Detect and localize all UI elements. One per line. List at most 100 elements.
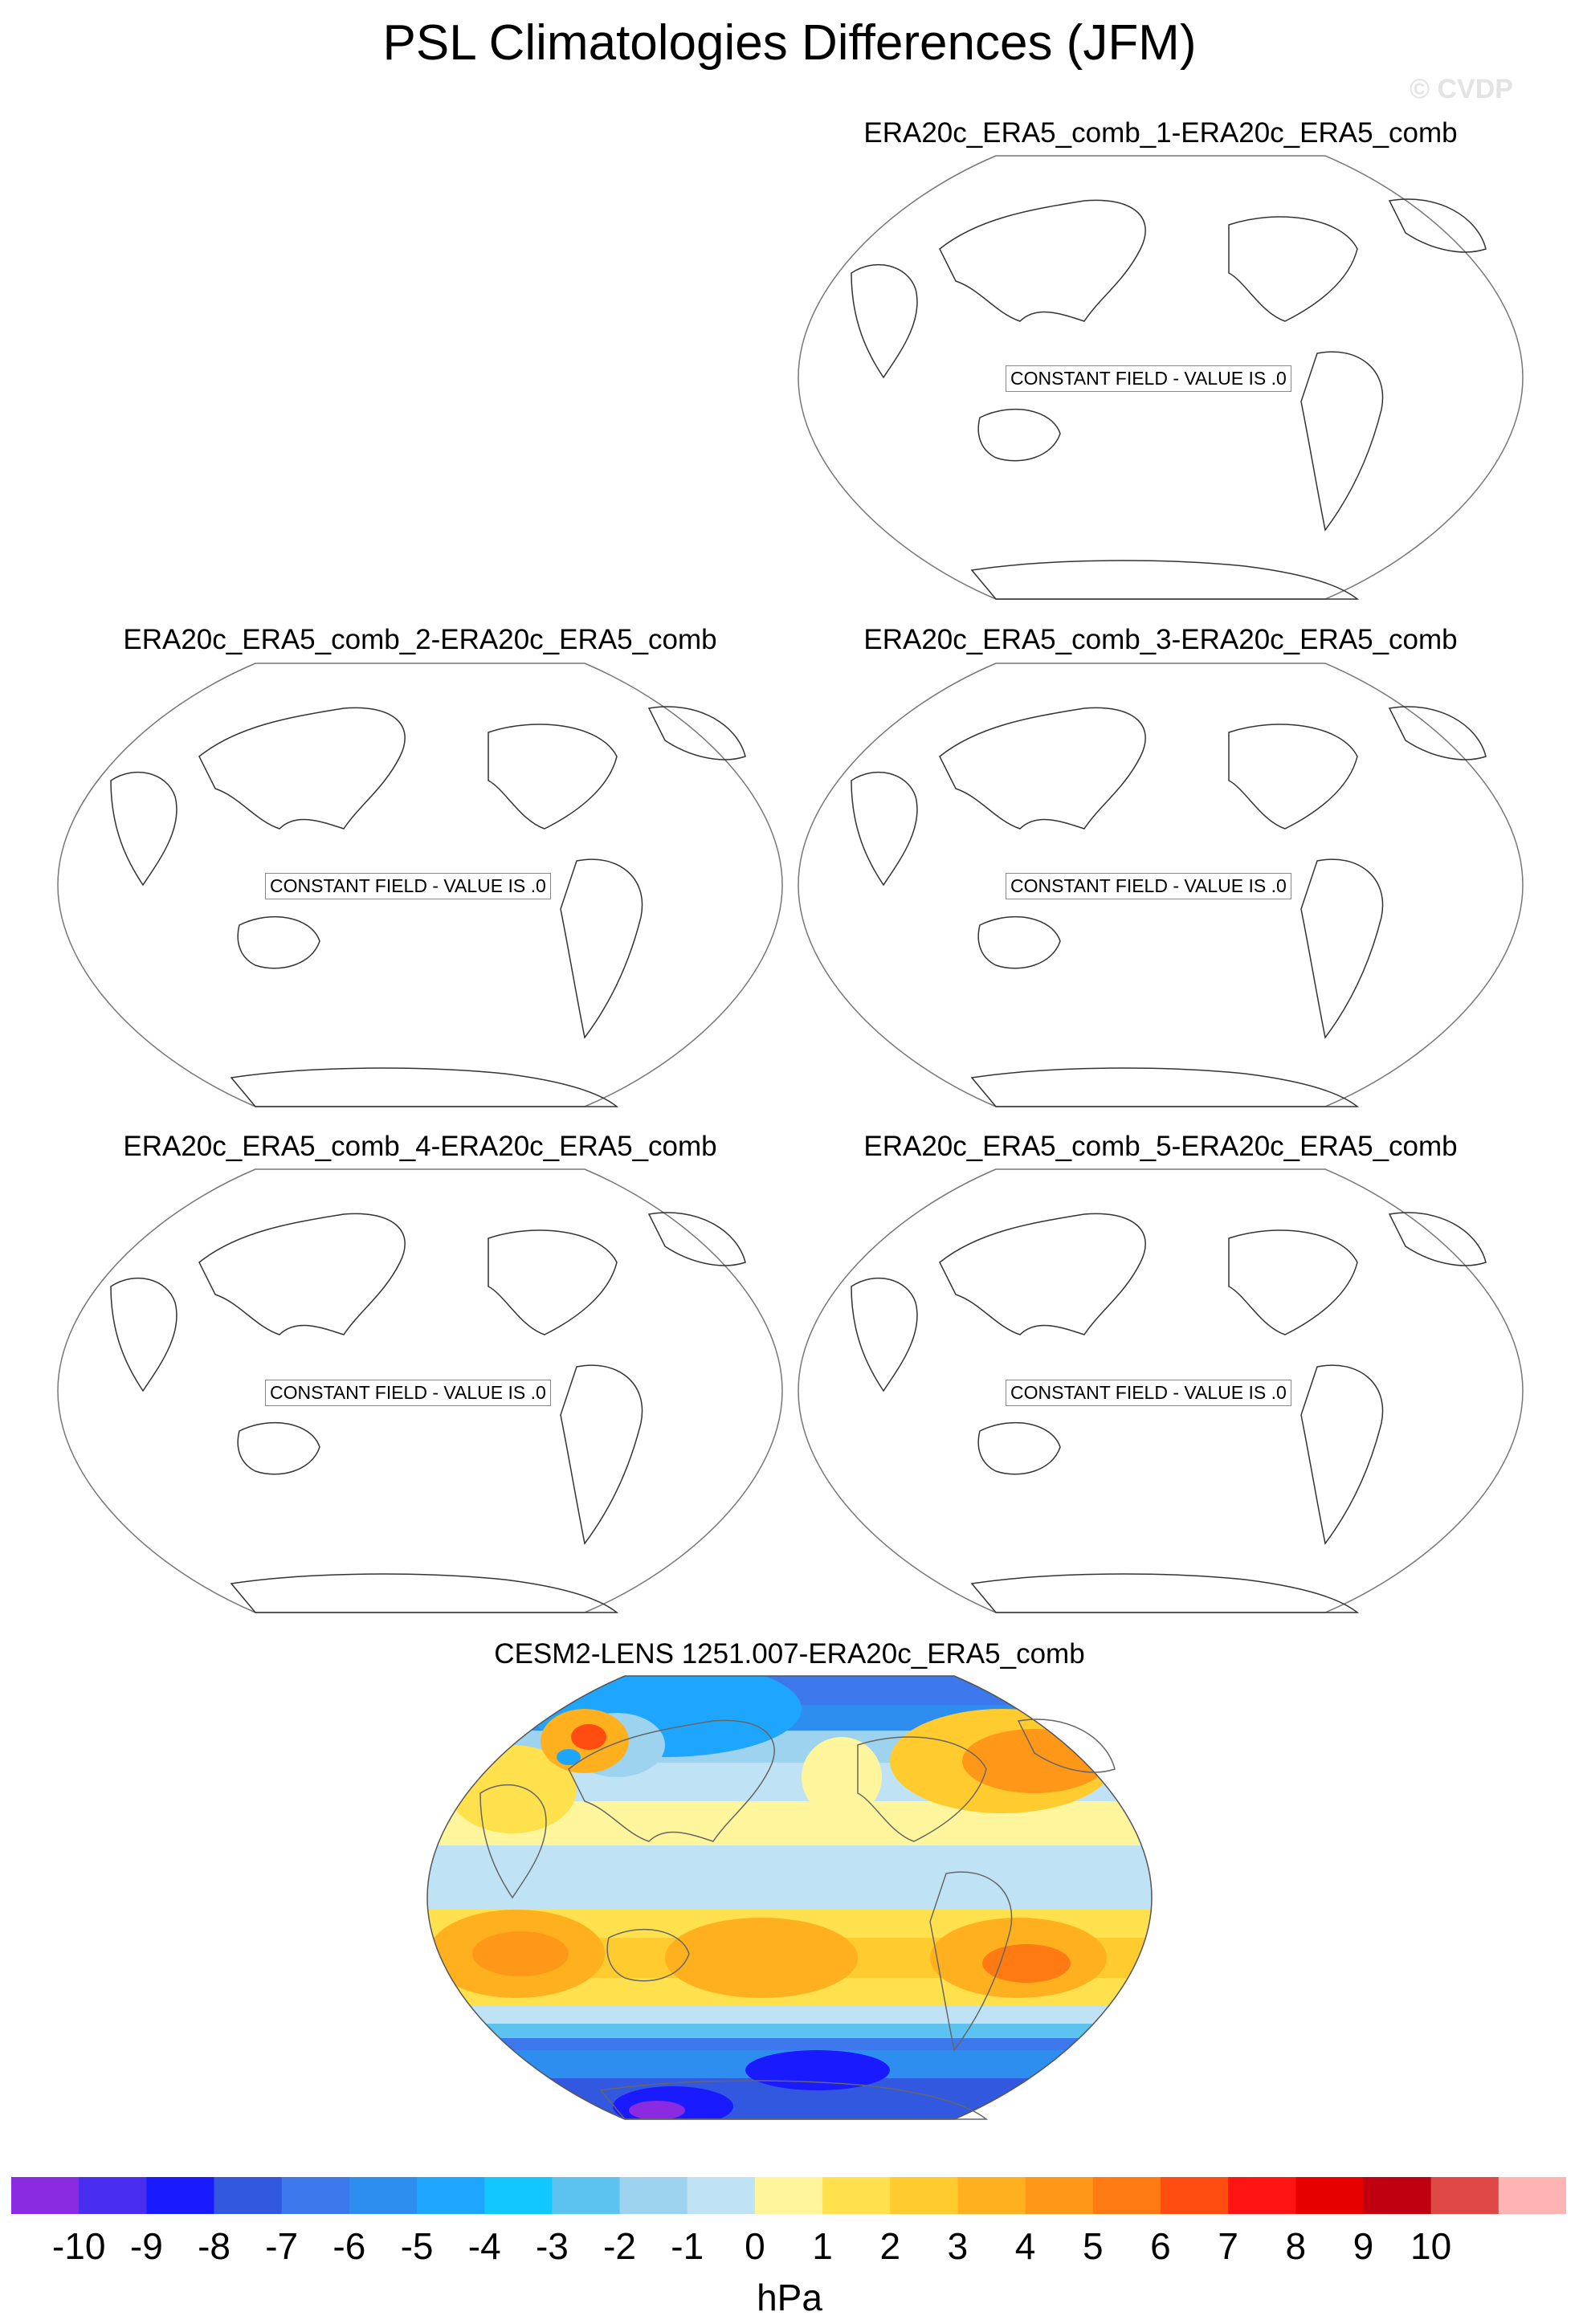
colorbar-tick-label: 2 [879, 2225, 901, 2267]
coastline-3 [977, 408, 1061, 462]
coastline-5 [1300, 1364, 1384, 1545]
coastline-1 [198, 707, 406, 830]
coastline-7 [970, 1067, 1360, 1107]
colorbar-segment [687, 2177, 756, 2214]
colorbar-tick-label: 5 [1082, 2225, 1104, 2267]
coastline-6 [1388, 706, 1487, 760]
colorbar-tick-label: 0 [745, 2225, 765, 2267]
colorbar-segment [417, 2177, 485, 2214]
panel-title-4: ERA20c_ERA5_comb_4-ERA20c_ERA5_comb [123, 1131, 717, 1162]
colorbar-tick-label: -4 [467, 2225, 501, 2267]
colorbar-segment [1363, 2177, 1432, 2214]
constant-field-label-3: CONSTANT FIELD - VALUE IS .0 [1006, 873, 1291, 899]
panel-title-3: ERA20c_ERA5_comb_3-ERA20c_ERA5_comb [863, 624, 1458, 655]
colorbar-segment [890, 2177, 958, 2214]
colorbar-segment [754, 2177, 823, 2214]
coastline-3 [237, 1421, 320, 1475]
coastline-1 [568, 1719, 775, 1842]
coastline-1 [939, 1213, 1146, 1335]
coastline-2 [110, 771, 177, 887]
coastline-2 [479, 1784, 547, 1899]
panel-title-5: ERA20c_ERA5_comb_5-ERA20c_ERA5_comb [863, 1131, 1458, 1162]
colorbar-segment [281, 2177, 350, 2214]
coastline-5 [1300, 351, 1384, 532]
coastline-5 [560, 858, 643, 1039]
coastline-7 [970, 1573, 1360, 1613]
coastline-3 [606, 1928, 690, 1982]
colorbar-tick-label: -3 [535, 2225, 569, 2267]
colorbar-tick-label: 4 [1014, 2225, 1036, 2267]
colorbar-tick-label: 3 [947, 2225, 969, 2267]
coastline-7 [970, 560, 1360, 600]
colorbar-tick-label: -2 [603, 2225, 637, 2267]
colorbar-tick-label: 1 [812, 2225, 833, 2267]
constant-field-label-4: CONSTANT FIELD - VALUE IS .0 [265, 1380, 551, 1406]
coastline-6 [1388, 198, 1487, 253]
coastline-1 [198, 1213, 406, 1335]
coastline-4 [1228, 216, 1358, 322]
colorbar-segment [1430, 2177, 1499, 2214]
panel-title-2: ERA20c_ERA5_comb_2-ERA20c_ERA5_comb [123, 624, 717, 655]
coastline-3 [977, 1421, 1061, 1475]
colorbar-tick-label: -10 [51, 2225, 106, 2267]
colorbar-segment [484, 2177, 553, 2214]
coastline-2 [851, 771, 918, 887]
colorbar-tick-label: -1 [671, 2225, 704, 2267]
coastline-2 [851, 1277, 918, 1392]
colorbar-tick-label: 9 [1353, 2225, 1374, 2267]
coastline-6 [1388, 1212, 1487, 1266]
coastline-4 [1228, 1229, 1358, 1335]
coastline-7 [230, 1573, 619, 1613]
coastline-2 [110, 1277, 177, 1392]
coastline-6 [1017, 1719, 1116, 1773]
colorbar-segment [214, 2177, 283, 2214]
colorbar-segment [146, 2177, 215, 2214]
colorbar-segment [11, 2177, 80, 2214]
coastline-6 [647, 706, 746, 760]
coastline-6 [647, 1212, 746, 1266]
coastline-4 [488, 724, 618, 830]
coastline-5 [929, 1871, 1013, 2052]
colorbar-tick-label: 10 [1410, 2225, 1452, 2267]
panel-title-1: ERA20c_ERA5_comb_1-ERA20c_ERA5_comb [863, 117, 1458, 149]
coastline-7 [599, 2080, 989, 2120]
coastline-3 [977, 915, 1061, 969]
colorbar-segment [957, 2177, 1026, 2214]
coastline-1 [939, 199, 1146, 322]
constant-field-label-5: CONSTANT FIELD - VALUE IS .0 [1006, 1380, 1291, 1406]
colorbar-segment [1092, 2177, 1161, 2214]
panel-title-6: CESM2-LENS 1251.007-ERA20c_ERA5_comb [494, 1638, 1085, 1670]
coastline-4 [1228, 724, 1358, 830]
cvdp-watermark: © CVDP [1410, 74, 1513, 104]
colorbar-segment [552, 2177, 621, 2214]
colorbar [11, 2177, 1566, 2214]
colorbar-segment [79, 2177, 147, 2214]
map-panel-6-filled [426, 1675, 1153, 2120]
colorbar-segment [1498, 2177, 1566, 2214]
colorbar-tick-label: -5 [400, 2225, 434, 2267]
coastline-2 [851, 263, 918, 379]
colorbar-segment [1295, 2177, 1364, 2214]
colorbar-segment [822, 2177, 891, 2214]
colorbar-tick-label: -6 [333, 2225, 366, 2267]
colorbar-segment [619, 2177, 688, 2214]
colorbar-tick-label: 7 [1218, 2225, 1238, 2267]
coastline-4 [857, 1736, 987, 1842]
coastline-3 [237, 915, 320, 969]
constant-field-label-1: CONSTANT FIELD - VALUE IS .0 [1006, 365, 1291, 392]
colorbar-segment [1025, 2177, 1094, 2214]
colorbar-tick-label: -7 [265, 2225, 299, 2267]
colorbar-segment [1160, 2177, 1229, 2214]
coastline-5 [560, 1364, 643, 1545]
coastline-7 [230, 1067, 619, 1107]
colorbar-units: hPa [757, 2277, 822, 2318]
coastline-4 [488, 1229, 618, 1335]
colorbar-tick-label: 6 [1150, 2225, 1171, 2267]
coastline-1 [939, 707, 1146, 830]
colorbar-segment [1228, 2177, 1296, 2214]
coastline-5 [1300, 858, 1384, 1039]
colorbar-tick-label: 8 [1285, 2225, 1307, 2267]
colorbar-tick-label: -8 [198, 2225, 231, 2267]
constant-field-label-2: CONSTANT FIELD - VALUE IS .0 [265, 873, 551, 899]
colorbar-tick-label: -9 [129, 2225, 163, 2267]
